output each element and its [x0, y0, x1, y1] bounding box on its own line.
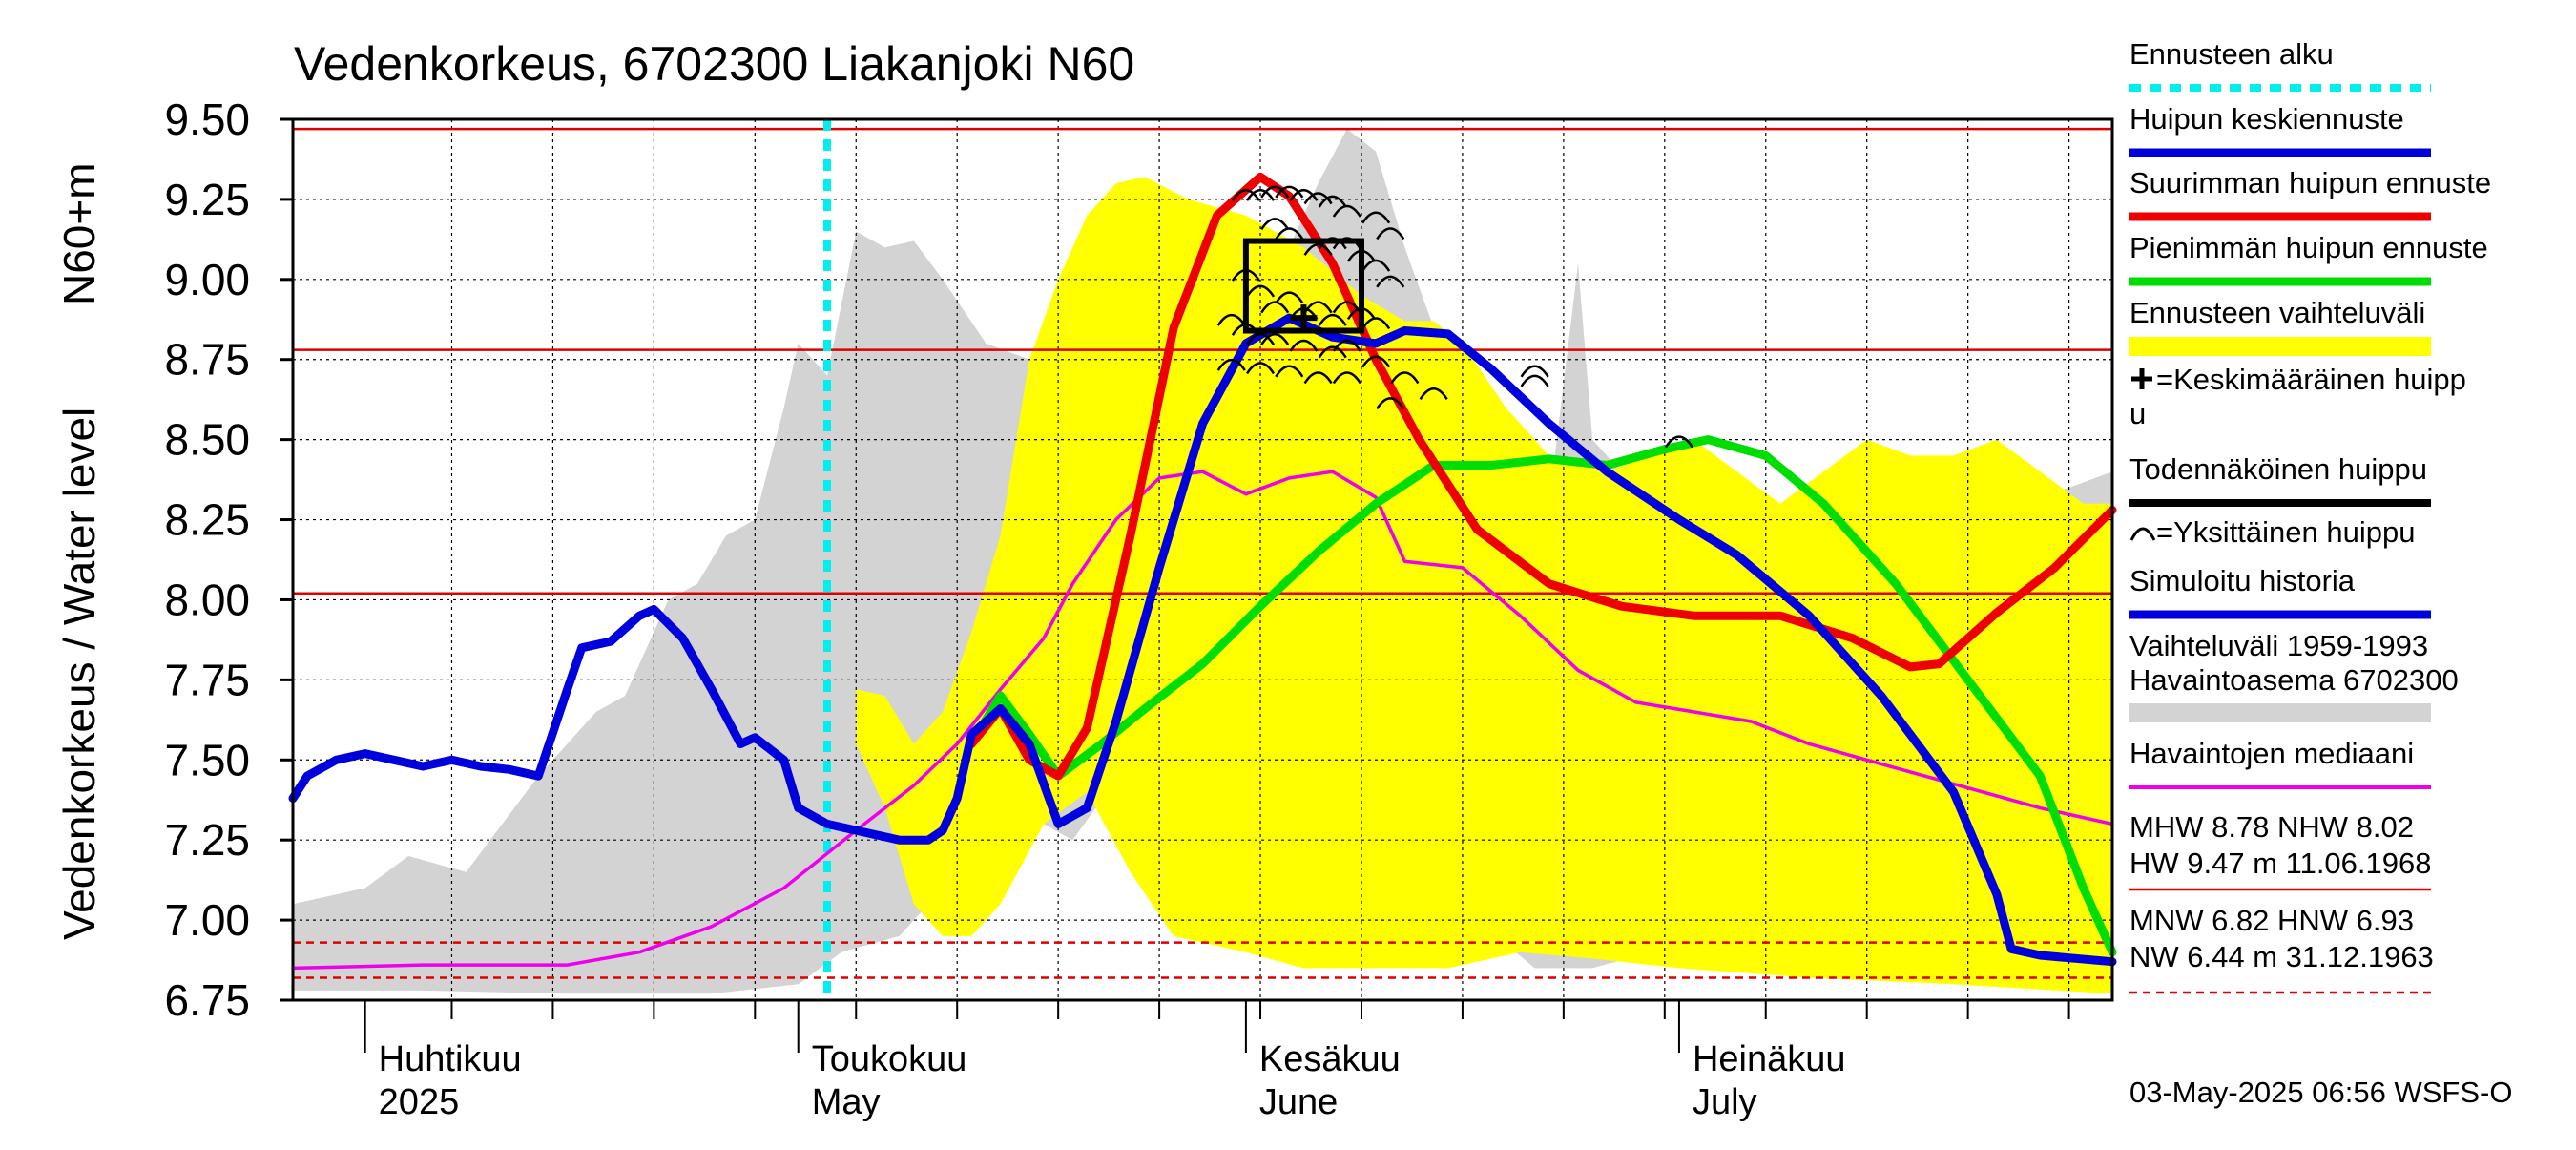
single-peak-marker [1303, 243, 1333, 256]
y-tick-label: 9.00 [164, 255, 250, 304]
single-peak-marker [1390, 371, 1420, 385]
y-tick-label: 8.75 [164, 335, 250, 385]
legend-label: Ennusteen vaihteluväli [2129, 296, 2425, 329]
single-peak-marker [1245, 333, 1276, 345]
y-tick-label: 6.75 [164, 975, 250, 1025]
stats-hw: HW 9.47 m 11.06.1968 [2129, 847, 2432, 880]
legend-label: =Yksittäinen huippu [2156, 515, 2415, 549]
single-peak-marker [1245, 362, 1276, 375]
single-peak-marker [1318, 345, 1347, 359]
y-tick-label: 9.50 [164, 94, 250, 144]
legend-label: =Keskimääräinen huipp [2156, 363, 2466, 396]
legend-label-cont: Havaintoasema 6702300 [2129, 663, 2459, 697]
legend-swatch [2131, 368, 2152, 389]
legend-label: Simuloitu historia [2129, 564, 2356, 597]
x-month-label: Toukokuu [812, 1039, 967, 1079]
y-tick-label: 7.00 [164, 895, 250, 945]
x-month-label: Kesäkuu [1259, 1039, 1401, 1079]
x-month-sublabel: 2025 [379, 1082, 460, 1122]
single-peak-marker [1361, 355, 1391, 368]
y-tick-label: 8.25 [164, 495, 250, 545]
mean-peak-marker [1290, 304, 1318, 332]
single-peak-marker [1332, 204, 1361, 218]
single-peak-marker [1275, 185, 1304, 199]
y-tick-label: 9.25 [164, 175, 250, 224]
series-huipun-keskiennuste [288, 313, 2117, 967]
y-tick-label: 7.50 [164, 735, 250, 784]
legend-label-cont: u [2129, 397, 2146, 430]
legend-swatch [2129, 527, 2156, 541]
single-peak-marker [1289, 339, 1319, 352]
stats-mhw-nhw: MHW 8.78 NHW 8.02 [2129, 810, 2414, 844]
legend-label: Vaihteluväli 1959-1993 [2129, 629, 2428, 662]
single-peak-marker [1231, 188, 1260, 201]
y-tick-label: 8.50 [164, 415, 250, 465]
single-peak-marker [1303, 301, 1333, 314]
single-peak-marker [1419, 387, 1448, 400]
single-peak-marker [1289, 188, 1319, 201]
stats-mnw-hnw: MNW 6.82 HNW 6.93 [2129, 904, 2414, 937]
single-peak-marker [1216, 358, 1246, 371]
single-peak-marker [1376, 275, 1405, 288]
single-peak-marker [1520, 365, 1549, 378]
legend-label: Ennusteen alku [2129, 37, 2334, 71]
single-peak-marker [1318, 195, 1347, 208]
legend-label: Huipun keskiennuste [2129, 102, 2404, 136]
legend-label: Todennäköinen huippu [2129, 452, 2427, 486]
series-havaintojen-mediaani [291, 470, 2114, 971]
legend-swatch [2129, 703, 2431, 722]
legend-swatch [2129, 337, 2431, 356]
stats-nw: NW 6.44 m 31.12.1963 [2129, 940, 2434, 973]
single-peak-marker [1260, 333, 1290, 345]
single-peak-marker [1275, 227, 1304, 240]
series-pienimm-n-huipun-ennuste [966, 435, 2117, 957]
legend-label: Suurimman huipun ennuste [2129, 166, 2491, 199]
single-peak-marker [1260, 185, 1290, 199]
x-month-sublabel: May [812, 1082, 881, 1122]
single-peak-marker [1361, 317, 1391, 330]
legend-label: Havaintojen mediaani [2129, 737, 2414, 770]
single-peak-marker [1216, 313, 1246, 326]
single-peak-marker [1303, 192, 1333, 205]
y-tick-label: 8.00 [164, 575, 250, 624]
x-month-sublabel: July [1693, 1082, 1757, 1122]
series-suurimman-huipun-ennuste [966, 172, 2117, 781]
x-month-label: Huhtikuu [379, 1039, 522, 1079]
single-peak-marker [1260, 218, 1290, 231]
y-axis-label: Vedenkorkeus / Water level [54, 408, 104, 940]
single-peak-marker [1245, 284, 1276, 298]
single-peak-marker [1275, 365, 1304, 378]
y-axis-unit-label: N60+m [54, 162, 104, 305]
single-peak-marker [1303, 371, 1333, 385]
chart-title: Vedenkorkeus, 6702300 Liakanjoki N60 [294, 37, 1134, 91]
single-peak-marker [1318, 313, 1347, 326]
single-peak-marker [1664, 435, 1694, 449]
single-peak-marker [1361, 211, 1391, 224]
single-peak-marker [1376, 227, 1405, 240]
x-month-sublabel: June [1259, 1082, 1338, 1122]
y-tick-label: 7.75 [164, 655, 250, 704]
y-tick-label: 7.25 [164, 815, 250, 865]
single-peak-marker [1332, 339, 1361, 352]
plot-frame [291, 117, 2114, 1002]
single-peak-marker [1332, 371, 1361, 385]
x-month-label: Heinäkuu [1693, 1039, 1846, 1079]
single-peak-marker [1361, 259, 1391, 272]
single-peak-marker [1275, 291, 1304, 304]
timestamp-footer: 03-May-2025 06:56 WSFS-O [2129, 1076, 2512, 1109]
single-peak-marker [1520, 374, 1549, 387]
single-peak-marker [1260, 301, 1290, 314]
single-peak-marker [1376, 397, 1405, 410]
legend-label: Pienimmän huipun ennuste [2129, 231, 2488, 264]
single-peak-marker [1245, 188, 1276, 201]
